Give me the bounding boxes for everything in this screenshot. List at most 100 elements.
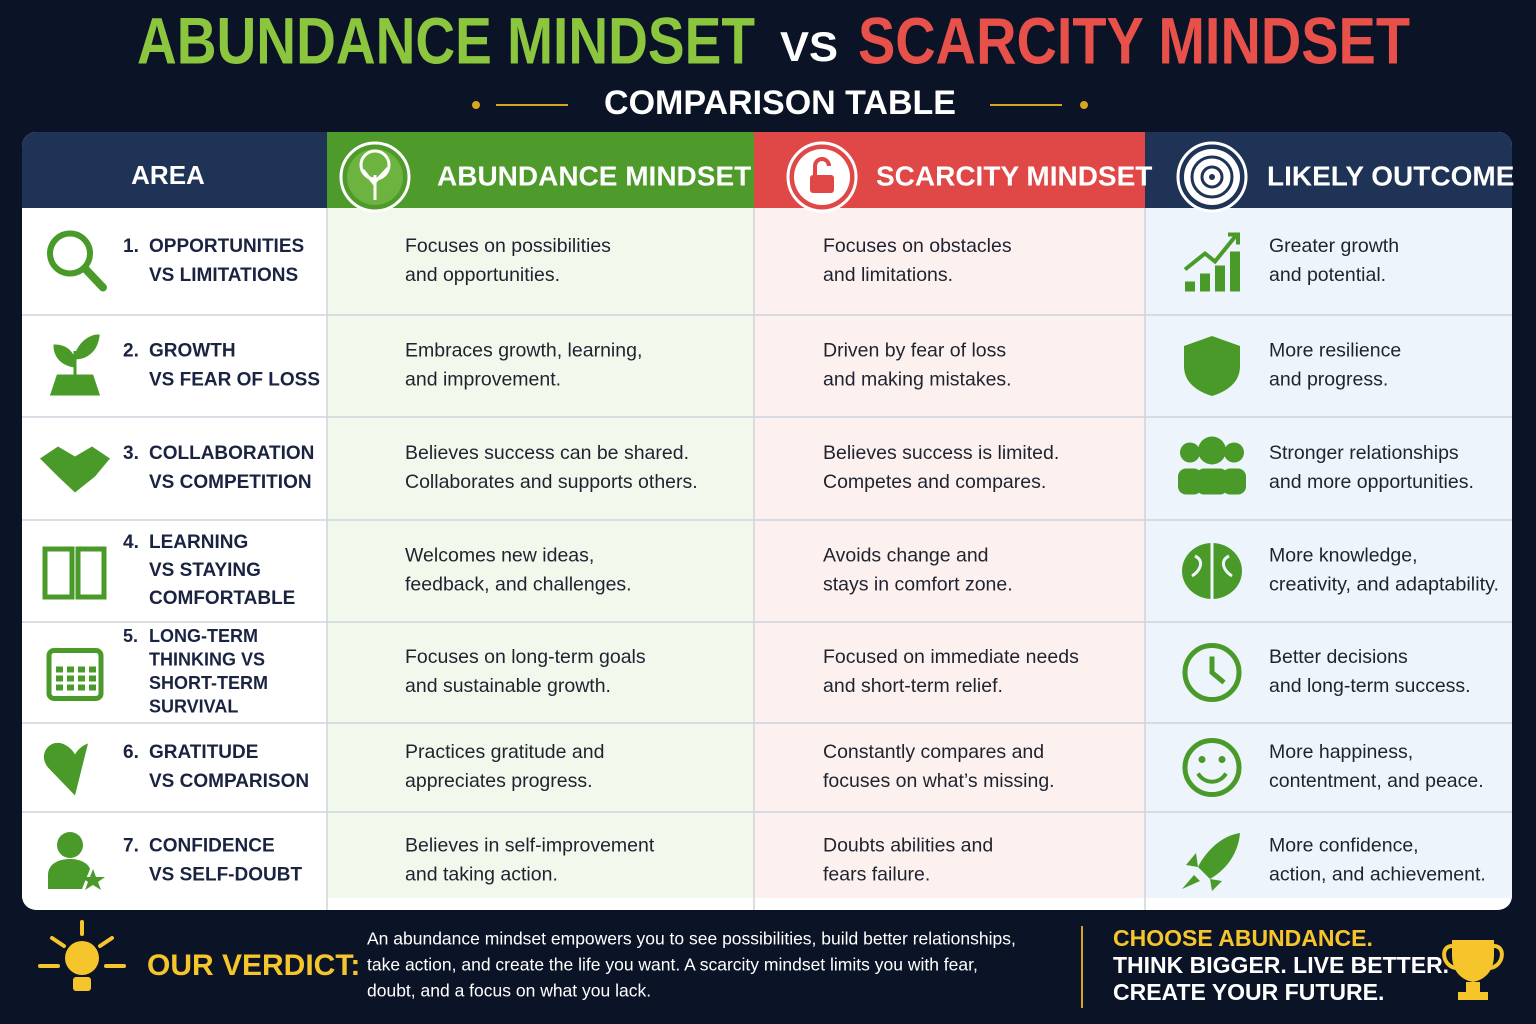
cta-text: THINK BIGGER. LIVE BETTER.: [1113, 952, 1449, 978]
icon: [1224, 442, 1244, 463]
scarcity-text: Focused on immediate needs: [823, 646, 1079, 668]
row-number: 7.: [123, 836, 139, 857]
outcome-text: Greater growth: [1269, 235, 1399, 257]
subtitle: COMPARISON TABLE: [604, 84, 956, 122]
scarcity-text: Driven by fear of loss: [823, 340, 1006, 362]
table-row: 6. GRATITUDE VS COMPARISON Practices gratit…: [43, 738, 1484, 797]
icon: [1230, 251, 1240, 292]
abundance-text: Collaborates and supports others.: [405, 471, 698, 493]
row-number: 1.: [123, 236, 139, 257]
area-label: GROWTH: [149, 341, 236, 362]
area-label: COLLABORATION: [149, 443, 314, 464]
area-label: GRATITUDE: [149, 742, 258, 763]
row-number: 6.: [123, 742, 139, 763]
verdict-text: An abundance mindset empowers you to see…: [367, 929, 1016, 949]
outcome-text: contentment, and peace.: [1269, 770, 1484, 792]
icon: [1182, 643, 1242, 702]
icon: [78, 666, 85, 673]
icon: [78, 684, 85, 691]
outcome-text: More happiness,: [1269, 741, 1413, 763]
icon: [1218, 756, 1226, 763]
table-row: 1. OPPORTUNITIES VS LIMITATIONS Focuses on …: [47, 230, 1399, 292]
table-row: 7. CONFIDENCE VS SELF-DOUBT Believes in sel…: [48, 832, 1486, 891]
outcome-text: More knowledge,: [1269, 545, 1418, 567]
icon: [48, 859, 90, 889]
area-label: THINKING VS: [149, 650, 265, 670]
icon: [1185, 281, 1195, 292]
area-label: OPPORTUNITIES: [149, 236, 304, 257]
icon: [1196, 468, 1228, 495]
outcome-text: Stronger relationships: [1269, 442, 1459, 464]
scarcity-text: Avoids change and: [823, 545, 989, 567]
icon: [67, 675, 74, 682]
target-icon: [1209, 174, 1215, 180]
verdict-text: doubt, and a focus on what you lack.: [367, 981, 651, 1001]
icon: [1198, 436, 1226, 465]
outcome-text: creativity, and adaptability.: [1269, 574, 1499, 596]
icon: [49, 334, 101, 396]
bulb-icon: [73, 977, 91, 991]
icon: [89, 666, 96, 673]
icon: [1198, 756, 1206, 763]
abundance-text: appreciates progress.: [405, 770, 593, 792]
outcome-text: action, and achievement.: [1269, 864, 1486, 886]
area-label: VS FEAR OF LOSS: [149, 370, 320, 391]
verdict-label: OUR VERDICT:: [147, 949, 360, 982]
area-label: SHORT-TERM: [149, 673, 268, 693]
cta-text: CREATE YOUR FUTURE.: [1113, 979, 1384, 1005]
header-label: LIKELY OUTCOME: [1267, 160, 1514, 191]
abundance-text: and opportunities.: [405, 264, 560, 286]
scarcity-text: and making mistakes.: [823, 369, 1012, 391]
icon: [43, 742, 88, 796]
abundance-text: Focuses on possibilities: [405, 235, 611, 257]
scarcity-text: stays in comfort zone.: [823, 574, 1013, 596]
outcome-text: and progress.: [1269, 369, 1388, 391]
table-row: 4. LEARNING VS STAYING COMFORTABLE Welcomes …: [42, 532, 1499, 609]
icon: [1222, 468, 1246, 495]
cta-text: CHOOSE ABUNDANCE.: [1113, 925, 1373, 951]
table-row: 2. GROWTH VS FEAR OF LOSS Embraces growth, …: [49, 334, 1401, 396]
area-label: SURVIVAL: [149, 697, 238, 717]
icon: [1200, 273, 1210, 292]
icon: [67, 666, 74, 673]
outcome-text: and more opportunities.: [1269, 471, 1474, 493]
abundance-text: and improvement.: [405, 369, 561, 391]
title-left: ABUNDANCE MINDSET: [137, 3, 755, 77]
table-row: 3. COLLABORATION VS COMPETITION Believes su…: [40, 436, 1474, 495]
icon: [1209, 656, 1226, 685]
outcome-text: Better decisions: [1269, 646, 1408, 668]
icon: [42, 546, 107, 600]
icon: [1196, 772, 1228, 784]
column-bg: [754, 208, 1145, 898]
abundance-text: Practices gratitude and: [405, 741, 604, 763]
verdict: OUR VERDICT: An abundance mindset empower…: [38, 920, 1504, 1008]
area-label: VS COMPARISON: [149, 771, 309, 792]
tree-icon: [359, 149, 391, 181]
icon: [1180, 442, 1200, 463]
area-label: VS SELF-DOUBT: [149, 865, 302, 886]
row-number: 5.: [123, 626, 138, 646]
column-bg: [327, 208, 754, 898]
area-label: LONG-TERM: [149, 626, 258, 646]
icon: [67, 684, 74, 691]
icon: [1182, 833, 1240, 891]
title-right: SCARCITY MINDSET: [858, 3, 1410, 77]
icon: [1183, 232, 1240, 272]
icon: [1182, 738, 1242, 797]
row-number: 2.: [123, 341, 139, 362]
scarcity-text: Focuses on obstacles: [823, 235, 1012, 257]
scarcity-text: and short-term relief.: [823, 675, 1003, 697]
icon: [56, 684, 63, 691]
table-row: 5. LONG-TERM THINKING VS SHORT-TERM SURVIVAL…: [46, 626, 1471, 717]
scarcity-text: and limitations.: [823, 264, 953, 286]
abundance-text: Welcomes new ideas,: [405, 545, 594, 567]
header-label: AREA: [131, 160, 205, 190]
scarcity-text: Believes success is limited.: [823, 442, 1059, 464]
abundance-text: Believes success can be shared.: [405, 442, 689, 464]
area-label: VS STAYING: [149, 560, 261, 581]
trophy-icon: [1452, 940, 1494, 1000]
icon: [78, 675, 85, 682]
scarcity-text: Constantly compares and: [823, 741, 1044, 763]
abundance-text: feedback, and challenges.: [405, 574, 632, 596]
